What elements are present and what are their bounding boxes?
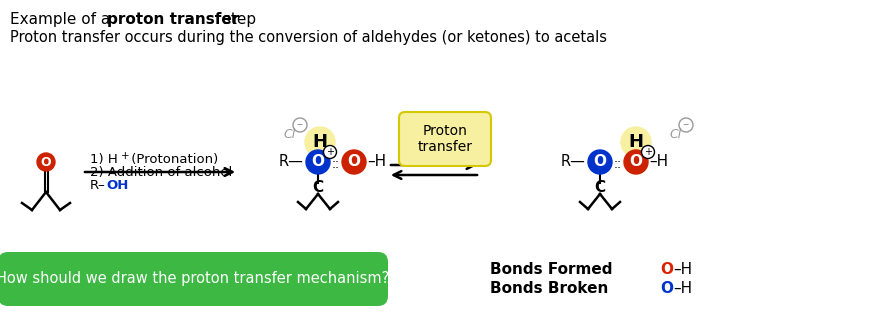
Text: How should we draw the proton transfer mechanism?: How should we draw the proton transfer m… [0, 271, 390, 286]
Text: R—: R— [561, 154, 586, 169]
Text: Example of a: Example of a [10, 12, 115, 27]
Text: +: + [644, 147, 652, 157]
Text: proton transfer: proton transfer [107, 12, 239, 27]
Circle shape [342, 150, 366, 174]
Text: O: O [660, 262, 673, 277]
Circle shape [642, 145, 655, 158]
Text: Proton
transfer: Proton transfer [417, 124, 473, 154]
Circle shape [305, 127, 335, 157]
Text: –: – [683, 119, 689, 131]
Text: –H: –H [673, 281, 693, 296]
Text: O: O [593, 154, 606, 169]
Text: Proton transfer occurs during the conversion of aldehydes (or ketones) to acetal: Proton transfer occurs during the conver… [10, 30, 607, 45]
Text: –H: –H [367, 154, 386, 169]
Text: 2) Addition of alcohol: 2) Addition of alcohol [90, 166, 232, 179]
Text: Cl: Cl [284, 128, 297, 140]
Text: R—: R— [279, 154, 304, 169]
Text: Cl: Cl [670, 128, 682, 140]
Text: OH: OH [106, 179, 128, 192]
Text: (Protonation): (Protonation) [127, 153, 218, 166]
Text: ..: .. [614, 158, 622, 172]
Text: O: O [660, 281, 673, 296]
Text: –: – [297, 119, 303, 131]
Text: O: O [348, 154, 361, 169]
FancyBboxPatch shape [0, 252, 388, 306]
Text: –H: –H [649, 154, 668, 169]
Text: R–: R– [90, 179, 106, 192]
Circle shape [324, 145, 336, 158]
Text: ..: .. [332, 153, 340, 165]
Text: C: C [594, 181, 605, 196]
Circle shape [37, 153, 55, 171]
Text: O: O [40, 155, 51, 168]
Circle shape [624, 150, 648, 174]
Text: C: C [312, 181, 324, 196]
Circle shape [588, 150, 612, 174]
Text: step: step [218, 12, 256, 27]
Text: O: O [312, 154, 325, 169]
Text: H: H [312, 133, 327, 151]
Text: ..: .. [614, 153, 622, 165]
Text: +: + [121, 151, 129, 161]
Text: Bonds Broken: Bonds Broken [490, 281, 608, 296]
Circle shape [306, 150, 330, 174]
Circle shape [621, 127, 651, 157]
Text: Bonds Formed: Bonds Formed [490, 262, 612, 277]
Text: O: O [629, 154, 642, 169]
Text: +: + [326, 147, 334, 157]
FancyBboxPatch shape [399, 112, 491, 166]
Text: H: H [628, 133, 643, 151]
Text: –H: –H [673, 262, 693, 277]
Text: 1) H: 1) H [90, 153, 118, 166]
Text: ..: .. [332, 158, 340, 172]
